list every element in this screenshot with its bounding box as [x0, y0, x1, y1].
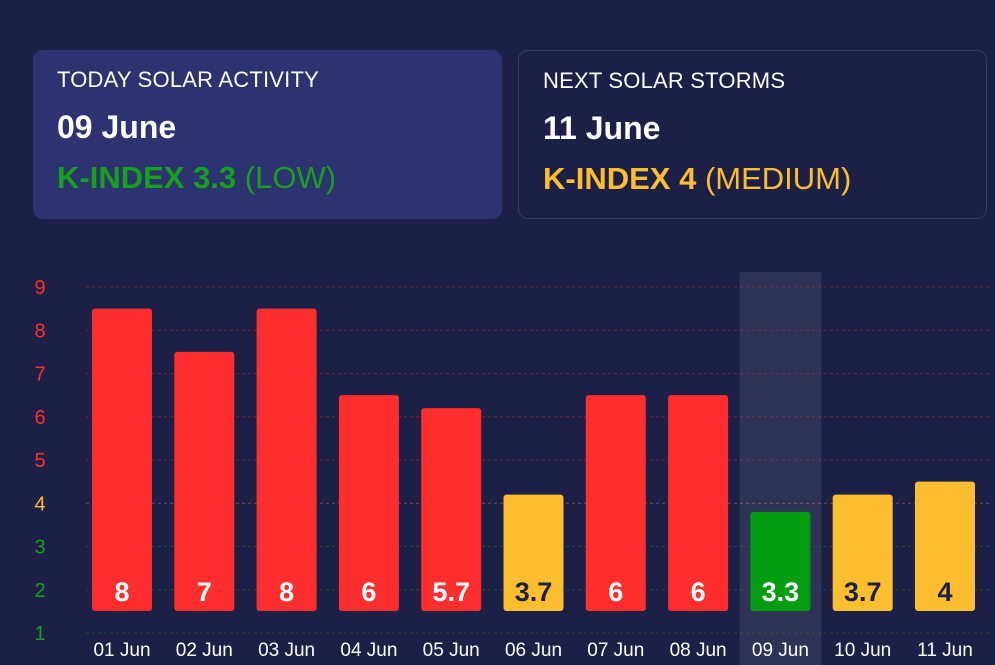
bar-value-label: 5.7 — [432, 577, 470, 607]
x-tick-label: 07 Jun — [587, 640, 644, 661]
bar-value-label: 6 — [608, 577, 623, 607]
x-tick-label: 04 Jun — [340, 640, 397, 661]
next-kindex-level: (MEDIUM) — [704, 161, 852, 196]
y-tick-label: 4 — [34, 493, 45, 515]
bar-value-label: 3.3 — [762, 577, 800, 607]
next-card-heading: NEXT SOLAR STORMS — [543, 68, 786, 93]
y-tick-label: 1 — [34, 623, 45, 645]
y-tick-label: 5 — [34, 450, 45, 472]
next-kindex-value: K-INDEX 4 — [543, 161, 697, 196]
bar — [92, 308, 152, 611]
bar-value-label: 6 — [361, 577, 376, 607]
today-kindex-level: (LOW) — [244, 160, 337, 195]
bar-value-label: 8 — [279, 577, 294, 607]
bar — [832, 494, 893, 611]
bar — [174, 351, 235, 611]
y-tick-label: 6 — [34, 407, 45, 429]
bar — [750, 511, 811, 611]
bar-value-label: 6 — [691, 577, 706, 607]
bar-value-label: 7 — [197, 577, 212, 607]
bar-value-label: 3.7 — [844, 577, 882, 607]
y-tick-label: 3 — [34, 537, 45, 559]
bar-value-label: 3.7 — [515, 577, 553, 607]
bar — [338, 395, 399, 611]
y-tick-label: 2 — [34, 580, 45, 602]
next-solar-storms-card: NEXT SOLAR STORMS 11 June K-INDEX 4 (MED… — [518, 50, 987, 219]
today-card-heading: TODAY SOLAR ACTIVITY — [57, 67, 319, 92]
bar — [421, 408, 482, 611]
today-solar-activity-card: TODAY SOLAR ACTIVITY 09 June K-INDEX 3.3… — [33, 50, 502, 219]
x-tick-label: 02 Jun — [176, 640, 233, 661]
x-tick-label: 08 Jun — [670, 640, 727, 661]
bar — [256, 308, 317, 611]
today-kindex-line: K-INDEX 3.3 (LOW) — [57, 160, 502, 196]
today-card-date: 09 June — [57, 109, 177, 145]
bar — [915, 481, 975, 611]
bar — [585, 395, 646, 611]
next-card-date: 11 June — [543, 110, 661, 146]
x-tick-label: 01 Jun — [93, 640, 150, 661]
x-tick-label: 09 Jun — [752, 640, 809, 661]
bar — [503, 494, 564, 611]
x-tick-label: 11 Jun — [917, 640, 973, 661]
x-tick-label: 03 Jun — [258, 640, 315, 661]
bar-value-label: 4 — [937, 577, 952, 607]
bar — [668, 395, 729, 611]
x-tick-label: 10 Jun — [834, 640, 891, 661]
y-tick-label: 8 — [34, 320, 45, 342]
today-kindex-value: K-INDEX 3.3 — [57, 160, 237, 195]
bar-value-label: 8 — [114, 577, 129, 607]
y-tick-label: 9 — [34, 277, 45, 299]
x-tick-label: 05 Jun — [423, 640, 480, 661]
y-tick-label: 7 — [34, 364, 45, 386]
next-kindex-line: K-INDEX 4 (MEDIUM) — [543, 161, 986, 197]
x-tick-label: 06 Jun — [505, 640, 562, 661]
